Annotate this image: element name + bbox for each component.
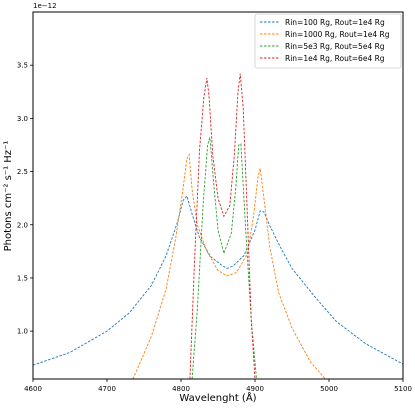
x-tick-label: 4900 — [246, 385, 264, 393]
x-tick-label: 5100 — [394, 385, 412, 393]
y-offset-text: 1e−12 — [33, 2, 57, 10]
y-tick-label: 1.5 — [17, 274, 28, 282]
x-tick-label: 4700 — [98, 385, 116, 393]
series-layer — [33, 73, 403, 379]
plot-frame — [32, 11, 404, 380]
y-tick-label: 3.0 — [17, 115, 28, 123]
x-tick-label: 4600 — [24, 385, 42, 393]
legend-label-4: Rin=1e4 Rg, Rout=6e4 Rg — [285, 54, 385, 63]
x-axis-label: Wavelenght (Å) — [179, 391, 256, 404]
series-line-3 — [191, 137, 257, 379]
y-tick-label: 1.0 — [17, 328, 28, 336]
series-line-1 — [33, 195, 403, 366]
legend-label-1: Rin=100 Rg, Rout=1e4 Rg — [285, 18, 385, 27]
x-axis-ticks: 4600 4700 4800 4900 5000 5100 — [24, 379, 412, 393]
y-tick-label: 3.5 — [17, 62, 28, 70]
legend-box — [254, 13, 402, 69]
legend: Rin=100 Rg, Rout=1e4 Rg Rin=1000 Rg, Rout… — [254, 13, 402, 69]
series-line-4 — [189, 73, 256, 379]
y-axis-label: Photons cm⁻² s⁻¹ Hz⁻¹ — [3, 141, 14, 252]
series-line-2 — [132, 152, 326, 379]
x-tick-label: 4800 — [172, 385, 190, 393]
x-tick-label: 5000 — [320, 385, 338, 393]
legend-label-3: Rin=5e3 Rg, Rout=5e4 Rg — [285, 42, 385, 51]
y-axis-ticks: 1.0 1.5 2.0 2.5 3.0 3.5 — [17, 62, 33, 336]
y-tick-label: 2.0 — [17, 221, 28, 229]
y-tick-label: 2.5 — [17, 168, 28, 176]
legend-label-2: Rin=1000 Rg, Rout=1e4 Rg — [285, 30, 390, 39]
